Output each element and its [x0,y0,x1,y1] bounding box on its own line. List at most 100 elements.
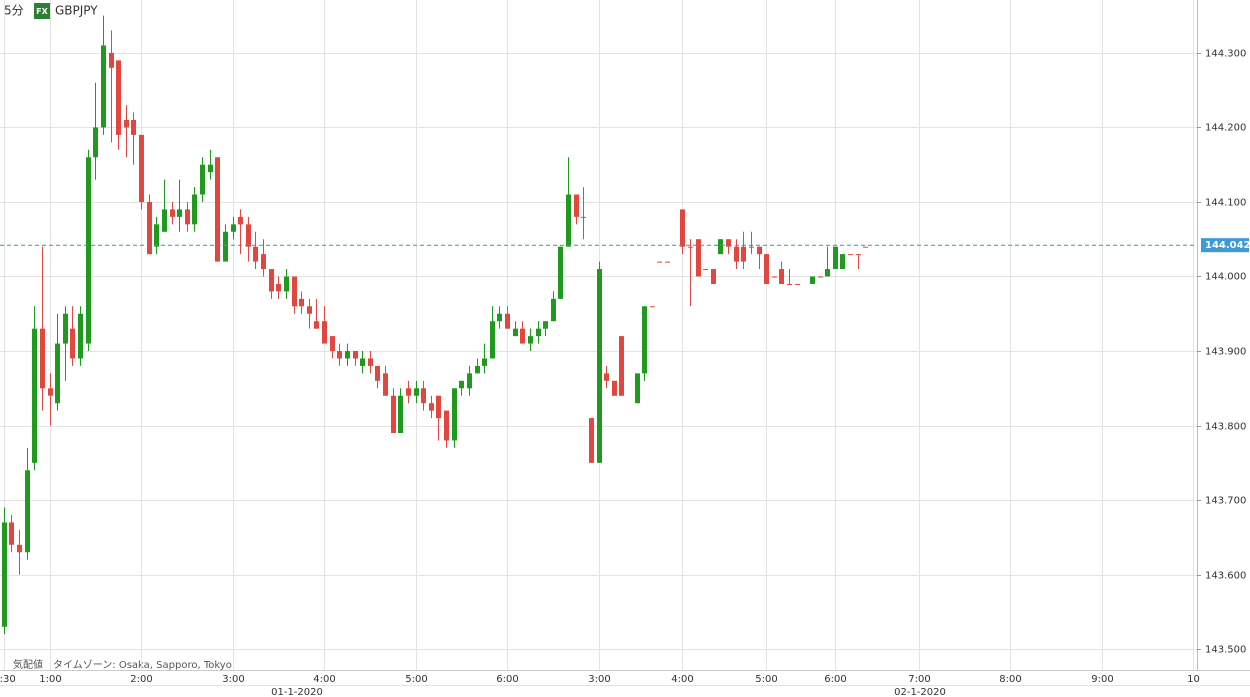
candle-body [703,269,708,271]
y-tick-label: 143.800 [1205,422,1246,433]
candle-body [635,373,640,404]
candle-body [436,395,441,419]
candle-body [9,522,14,545]
last-price-label: 144.042 [1205,240,1250,251]
x-tick-label: 5:00 [755,674,777,685]
candle-body [292,276,297,307]
candle-body [368,358,373,366]
candle-body [536,328,541,337]
candle-body [749,246,754,248]
candle-body [718,239,723,255]
candle-body [566,194,571,247]
candle-body [795,283,800,285]
interval: 5分 [4,4,24,18]
last-price-box [1201,238,1249,253]
candle-body [253,246,258,262]
badge-bg [34,3,50,19]
candle-body [86,157,91,344]
candle-body [25,470,30,553]
candle-body [543,321,548,329]
x-tick-label: 8:00 [999,674,1021,685]
candle-body [314,321,319,329]
candle-body [375,365,380,381]
candle-body [307,306,312,314]
x-tick-label: 6:00 [496,674,518,685]
candle-body [109,52,114,68]
candle-body [459,380,464,389]
candle-body [505,313,510,329]
candle-body [238,216,243,225]
candle-body [32,328,37,463]
y-tick-label: 143.600 [1205,571,1246,582]
x-tick-label: 6:00 [824,674,846,685]
candle-body [642,306,647,374]
candle-body [269,269,274,292]
candle-body [246,224,251,247]
candle-body [856,254,861,256]
candle-body [200,164,205,195]
x-tick-label: 9:00 [1091,674,1113,685]
candle-body [322,321,327,344]
candle-body [261,254,266,270]
candle-body [63,313,68,344]
candle-body [360,358,365,366]
candle-body [231,224,236,232]
candle-body [520,328,525,344]
candle-body [818,276,823,278]
y-tick-label: 144.300 [1205,49,1246,60]
y-tick-label: 143.900 [1205,347,1246,358]
x-tick-label: 5:00 [405,674,427,685]
candle-body [810,276,815,284]
badge: FX [36,7,48,16]
candle-body [101,45,106,128]
candle-body [574,194,579,217]
candle-body [55,343,60,404]
symbol-title: GBPJPY [55,4,98,18]
candle-body [40,328,45,389]
candle-body [116,60,121,135]
y-tick-label: 144.200 [1205,123,1246,134]
candle-body [741,246,746,262]
candle-body [490,321,495,359]
candle-body [330,336,335,352]
candle-body [589,418,594,463]
candle-body [345,351,350,359]
candle-body [406,388,411,396]
x-tick-label: 4:00 [671,674,693,685]
candle-body [467,373,472,389]
candle-body [208,164,213,173]
candle-body [604,373,609,381]
candle-body [650,306,655,308]
candle-body [528,336,533,344]
candle-body [497,313,502,322]
candle-body [764,254,769,284]
candle-body [154,224,159,247]
candle-body [421,388,426,404]
candle-body [215,157,220,262]
x-tick-label: 1:00 [39,674,61,685]
candle-body [734,246,739,262]
candle-body [680,209,685,247]
candle-body [185,209,190,225]
candle-body [162,209,167,232]
candle-body [840,254,845,270]
candle-body [48,388,53,396]
x-tick-label: 3:00 [222,674,244,685]
candle-body [299,298,304,307]
candle-body [398,395,403,434]
footer: 気配値 タイムゾーン: Osaka, Sapporo, Tokyo [13,658,232,671]
candle-body [223,231,228,262]
candle-body [475,365,480,374]
candle-body [93,127,98,158]
candle-body [825,269,830,277]
candle-body [482,358,487,366]
candle-body [688,246,693,248]
candle-body [452,388,457,441]
candle-body [772,276,777,278]
candle-body [276,283,281,292]
candle-body [726,239,731,247]
candle-body [17,544,22,553]
candle-body [444,410,449,441]
candle-body [78,313,83,359]
